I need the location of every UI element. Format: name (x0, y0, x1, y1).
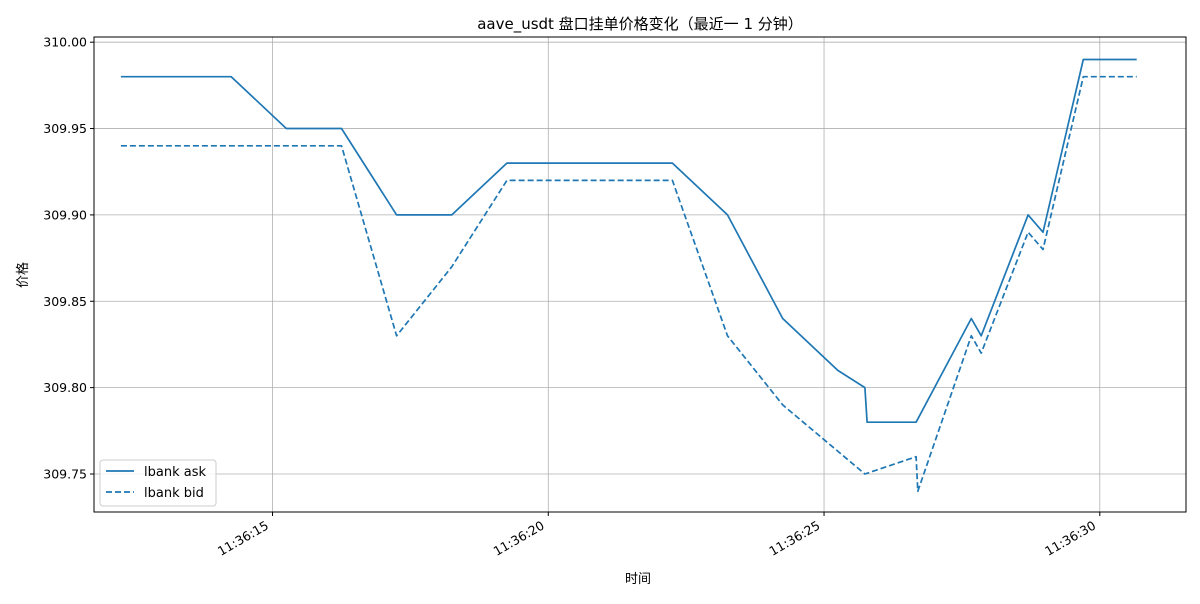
y-tick-label: 309.85 (43, 294, 87, 309)
x-tick-label: 11:36:25 (766, 518, 822, 559)
x-tick-label: 11:36:30 (1042, 518, 1098, 559)
chart-title: aave_usdt 盘口挂单价格变化（最近一 1 分钟） (477, 15, 803, 34)
y-tick-label: 309.75 (43, 467, 87, 482)
x-axis: 11:36:15 11:36:20 11:36:25 11:36:30 (215, 512, 1101, 559)
x-axis-label: 时间 (625, 572, 651, 587)
legend-label-ask: lbank ask (144, 465, 206, 480)
y-tick-label: 309.80 (43, 380, 87, 395)
series-line-ask (120, 58, 1137, 424)
series-layer (120, 58, 1137, 493)
legend: lbank ask lbank bid (99, 459, 217, 507)
y-tick-label: 309.90 (43, 207, 87, 222)
y-tick-label: 310.00 (43, 35, 87, 50)
y-tick-label: 309.95 (43, 121, 87, 136)
y-axis: 309.75 309.80 309.85 309.90 309.95 310.00 (43, 35, 94, 482)
y-axis-label: 价格 (15, 262, 31, 288)
x-tick-label: 11:36:20 (491, 518, 547, 559)
legend-label-bid: lbank bid (144, 486, 204, 501)
x-tick-label: 11:36:15 (215, 518, 271, 559)
grid-layer (94, 37, 1186, 512)
plot-frame (93, 36, 1187, 513)
series-line-bid (120, 75, 1137, 493)
